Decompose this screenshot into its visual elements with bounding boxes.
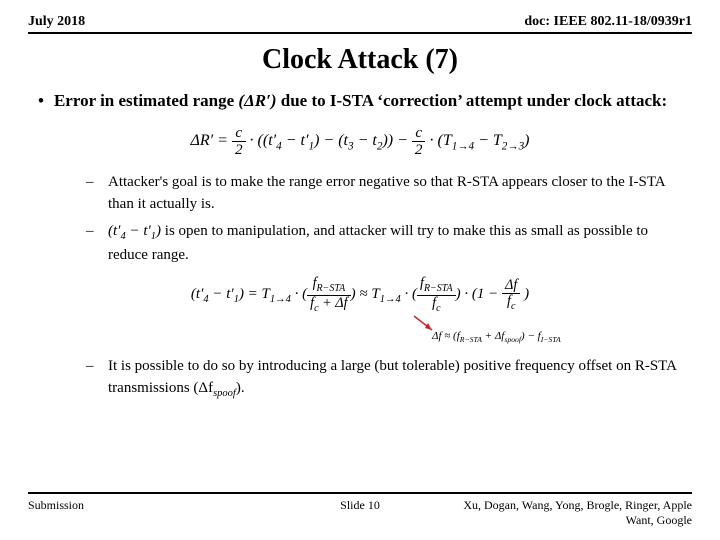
eq1-m3: ) − (t [314, 132, 348, 149]
bullet-main: • Error in estimated range (ΔR′) due to … [32, 90, 688, 113]
annotation-text: Δf ≈ (fR−STA + Δfspoof) − fI−STA [432, 330, 561, 344]
eq2-f1nb: R−STA [317, 283, 346, 294]
sub-bullet-1: – Attacker's goal is to make the range e… [86, 172, 688, 216]
header-date: July 2018 [28, 14, 85, 30]
bullet-expr: (ΔR′) [238, 91, 276, 110]
sub2-text: (t′4 − t′1) is open to manipulation, and… [108, 221, 688, 266]
sub3-b: spoof [213, 388, 236, 399]
dash-2: – [86, 221, 98, 266]
bullet-pre: Error in estimated range [54, 91, 238, 110]
eq1-frac1-den: 2 [232, 142, 246, 158]
header-rule [28, 32, 692, 34]
eq1-t23: 2→3 [502, 140, 524, 152]
eq2-e: 1→4 [270, 295, 291, 306]
eq2-frac2: fR−STAfc [417, 276, 456, 314]
annotation-wrap: Δf ≈ (fR−STA + Δfspoof) − fI−STA [32, 316, 688, 356]
eq2-f3db: c [511, 301, 515, 312]
bullet-post: due to I-STA ‘correction’ attempt under … [277, 91, 668, 110]
eq1-frac1-num: c [232, 125, 246, 142]
footer-center: Slide 10 [28, 498, 692, 513]
eq1-frac2-num: c [412, 125, 426, 142]
eq2-h: 1→4 [380, 295, 401, 306]
footer-rule [28, 492, 692, 494]
sub1-text: Attacker's goal is to make the range err… [108, 172, 688, 216]
eq2-frac1: fR−STAfc + Δf [307, 276, 350, 314]
eq2-f1dc: + Δf [319, 295, 348, 311]
eq1-t14: 1→4 [452, 140, 474, 152]
eq1-m7: − T [474, 132, 502, 149]
dash-1: – [86, 172, 98, 216]
eq1-frac2-den: 2 [412, 142, 426, 158]
eq1-m5: )) − [382, 132, 411, 149]
sub-bullet-2: – (t′4 − t′1) is open to manipulation, a… [86, 221, 688, 266]
eq2-j: · (1 − [464, 287, 502, 303]
eq1-lhs: ΔR′ = [190, 132, 231, 149]
eq1-m1: · ((t′ [250, 132, 277, 149]
header-doc: doc: IEEE 802.11-18/0939r1 [524, 14, 692, 30]
eq2-i: · [401, 287, 412, 303]
sub-bullet-3: – It is possible to do so by introducing… [86, 356, 688, 401]
eq2-g: ≈ T [359, 287, 379, 303]
sub3-text: It is possible to do so by introducing a… [108, 356, 688, 401]
sub2-tail: is open to manipulation, and attacker wi… [108, 223, 648, 262]
eq2-frac3: Δffc [502, 278, 520, 312]
eq1-frac1: c2 [232, 125, 246, 158]
eq1-m6: · (T [429, 132, 451, 149]
footer: Submission Slide 10 Xu, Dogan, Wang, Yon… [28, 492, 692, 528]
eq2-k: ) [524, 287, 529, 303]
eq2-lhs: (t′ [191, 287, 203, 303]
eq2-f: · [291, 287, 302, 303]
slide-body: • Error in estimated range (ΔR′) due to … [28, 90, 692, 401]
eq1-end: ) [524, 132, 529, 149]
dash-3: – [86, 356, 98, 401]
equation-2: (t′4 − t′1) = T1→4 · (fR−STAfc + Δf) ≈ T… [32, 276, 688, 314]
eq1-m2: − t′ [282, 132, 309, 149]
eq1-m4: − t [354, 132, 377, 149]
sub3-c: ). [236, 380, 245, 396]
eq2-f3n: Δf [502, 278, 520, 294]
sub-bullet-list-2: – It is possible to do so by introducing… [32, 356, 688, 401]
bullet-main-text: Error in estimated range (ΔR′) due to I-… [54, 90, 667, 113]
sub-bullet-list: – Attacker's goal is to make the range e… [32, 172, 688, 266]
footer-right-2: Want, Google [626, 513, 692, 527]
eq1-frac2: c2 [412, 125, 426, 158]
bullet-dot: • [32, 90, 44, 113]
eq2-f2nb: R−STA [424, 283, 453, 294]
equation-1: ΔR′ = c2 · ((t′4 − t′1) − (t3 − t2)) − c… [32, 125, 688, 158]
eq2-b: − t′ [209, 287, 234, 303]
eq2-d: ) = T [239, 287, 270, 303]
slide-title: Clock Attack (7) [28, 44, 692, 76]
sub3-a: It is possible to do so by introducing a… [108, 358, 676, 396]
